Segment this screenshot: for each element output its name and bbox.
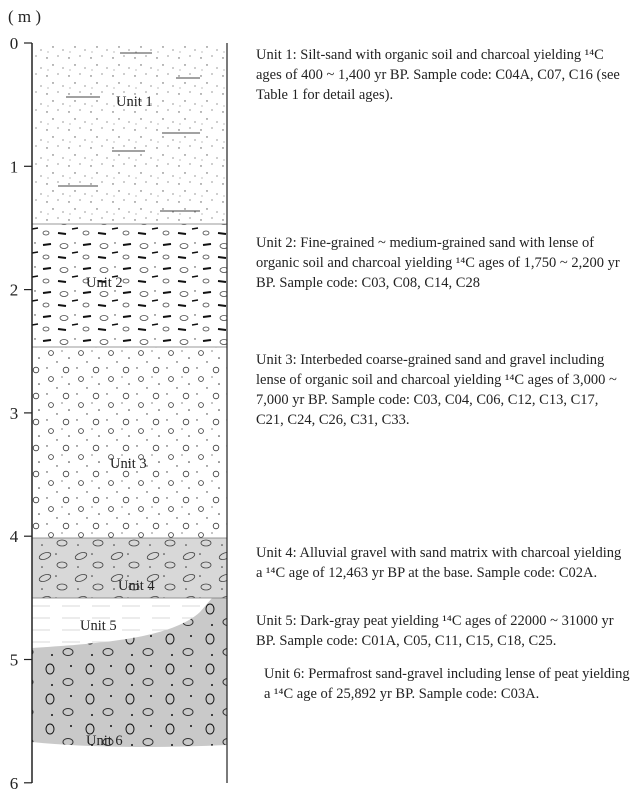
axis-label: ( m ): [8, 7, 41, 26]
tick-label: 6: [10, 774, 19, 791]
tick-label: 4: [10, 527, 19, 546]
tick-label: 5: [10, 651, 19, 670]
unit-description: Unit 3: Interbeded coarse-grained sand a…: [256, 350, 626, 430]
unit-label: Unit 6: [86, 733, 123, 749]
unit-label: Unit 2: [86, 275, 123, 291]
unit-label: Unit 5: [80, 618, 117, 634]
stratigraphic-column-figure: ( m ) 0 1 2 3 4 5 6 Unit 1 Unit 2 Unit 3 Unit 4 Un…: [0, 0, 635, 791]
tick-label: 3: [10, 404, 19, 423]
unit-description: Unit 4: Alluvial gravel with sand matrix…: [256, 543, 626, 583]
unit-label: Unit 1: [116, 94, 153, 110]
tick-label: 2: [10, 281, 19, 300]
unit-label: Unit 4: [118, 578, 155, 594]
unit-description: Unit 1: Silt-sand with organic soil and …: [256, 45, 626, 105]
unit-label: Unit 3: [110, 456, 147, 472]
unit-3-fill: [32, 347, 227, 538]
tick-label: 1: [10, 157, 19, 176]
unit-2-fill: [32, 224, 227, 347]
unit-description: Unit 5: Dark-gray peat yielding ¹⁴C ages…: [256, 611, 626, 651]
unit-description: Unit 2: Fine-grained ~ medium-grained sa…: [256, 233, 626, 293]
tick-label: 0: [10, 34, 19, 53]
unit-description: Unit 6: Permafrost sand-gravel including…: [264, 664, 634, 704]
